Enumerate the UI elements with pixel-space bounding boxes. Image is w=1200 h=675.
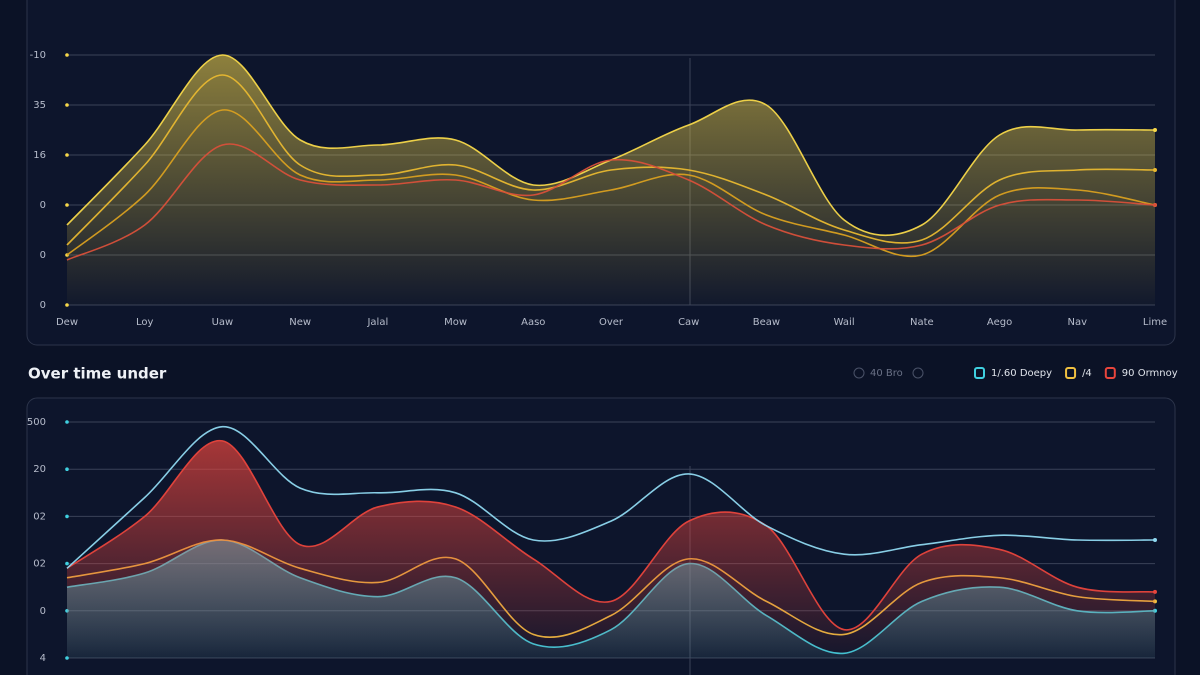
x-tick-label: Aaso xyxy=(521,317,545,328)
control-label[interactable]: 40 Bro xyxy=(870,368,903,379)
tick-dot xyxy=(65,467,69,472)
legend-label: 90 Ormnoy xyxy=(1122,368,1178,379)
tick-dot xyxy=(65,103,69,107)
x-tick-label: New xyxy=(289,317,311,328)
legend-label: /4 xyxy=(1082,368,1092,379)
tick-dot xyxy=(65,53,69,57)
y-tick-label: 0 xyxy=(40,200,46,211)
chart-title: Over time under xyxy=(28,365,167,383)
series-line xyxy=(66,143,1156,261)
legend-swatch xyxy=(1065,367,1077,379)
y-tick-label: 20 xyxy=(33,464,46,475)
y-tick-label: -10 xyxy=(30,50,46,61)
y-tick-label: 0 xyxy=(40,250,46,261)
end-dot xyxy=(1153,203,1157,207)
x-tick-label: Loy xyxy=(136,317,154,328)
x-tick-label: Wail xyxy=(834,317,855,328)
end-dot xyxy=(1153,538,1157,542)
control-icon[interactable] xyxy=(912,367,924,379)
area xyxy=(67,54,1155,305)
y-tick-label: 0 xyxy=(40,606,46,617)
end-dot xyxy=(1153,168,1157,172)
x-tick-label: Nate xyxy=(910,317,934,328)
x-tick-label: Aego xyxy=(987,317,1012,328)
end-dot xyxy=(1153,589,1157,594)
x-tick-label: Caw xyxy=(678,317,699,328)
area xyxy=(67,440,1155,658)
tick-dot xyxy=(65,203,69,207)
legend-label: 1/.60 Doepy xyxy=(991,368,1052,379)
tick-dot xyxy=(65,153,69,157)
x-tick-label: Mow xyxy=(444,317,467,328)
x-tick-label: Uaw xyxy=(212,317,234,328)
tick-dot xyxy=(65,561,69,566)
series-line xyxy=(66,440,1156,631)
y-tick-label: 16 xyxy=(33,150,46,161)
x-tick-label: Dew xyxy=(56,317,78,328)
x-tick-label: Nav xyxy=(1068,317,1088,328)
series-line xyxy=(66,74,1156,246)
tick-dot xyxy=(65,514,69,519)
x-tick-label: Lime xyxy=(1143,317,1167,328)
y-tick-label: 500 xyxy=(27,417,46,428)
y-tick-label: 4 xyxy=(40,653,46,664)
control-icon[interactable] xyxy=(853,367,865,379)
x-tick-label: Jalal xyxy=(366,317,388,328)
end-dot xyxy=(1153,128,1157,132)
y-tick-label: 0 xyxy=(40,300,46,311)
legend-swatch xyxy=(1104,367,1116,379)
charts: 0 0 0 16 35 -10 Dew Loy Uaw New Jalal Mow Aaso Over Ca… xyxy=(27,50,1178,664)
y-tick-label: 02 xyxy=(33,511,46,522)
y-tick-label: 02 xyxy=(33,559,46,570)
legend-swatch xyxy=(974,367,985,379)
tick-dot xyxy=(65,420,69,424)
y-tick-label: 35 xyxy=(33,100,46,111)
series-line xyxy=(66,425,1156,569)
x-tick-label: Beaw xyxy=(753,317,780,328)
x-tick-label: Over xyxy=(599,317,624,328)
